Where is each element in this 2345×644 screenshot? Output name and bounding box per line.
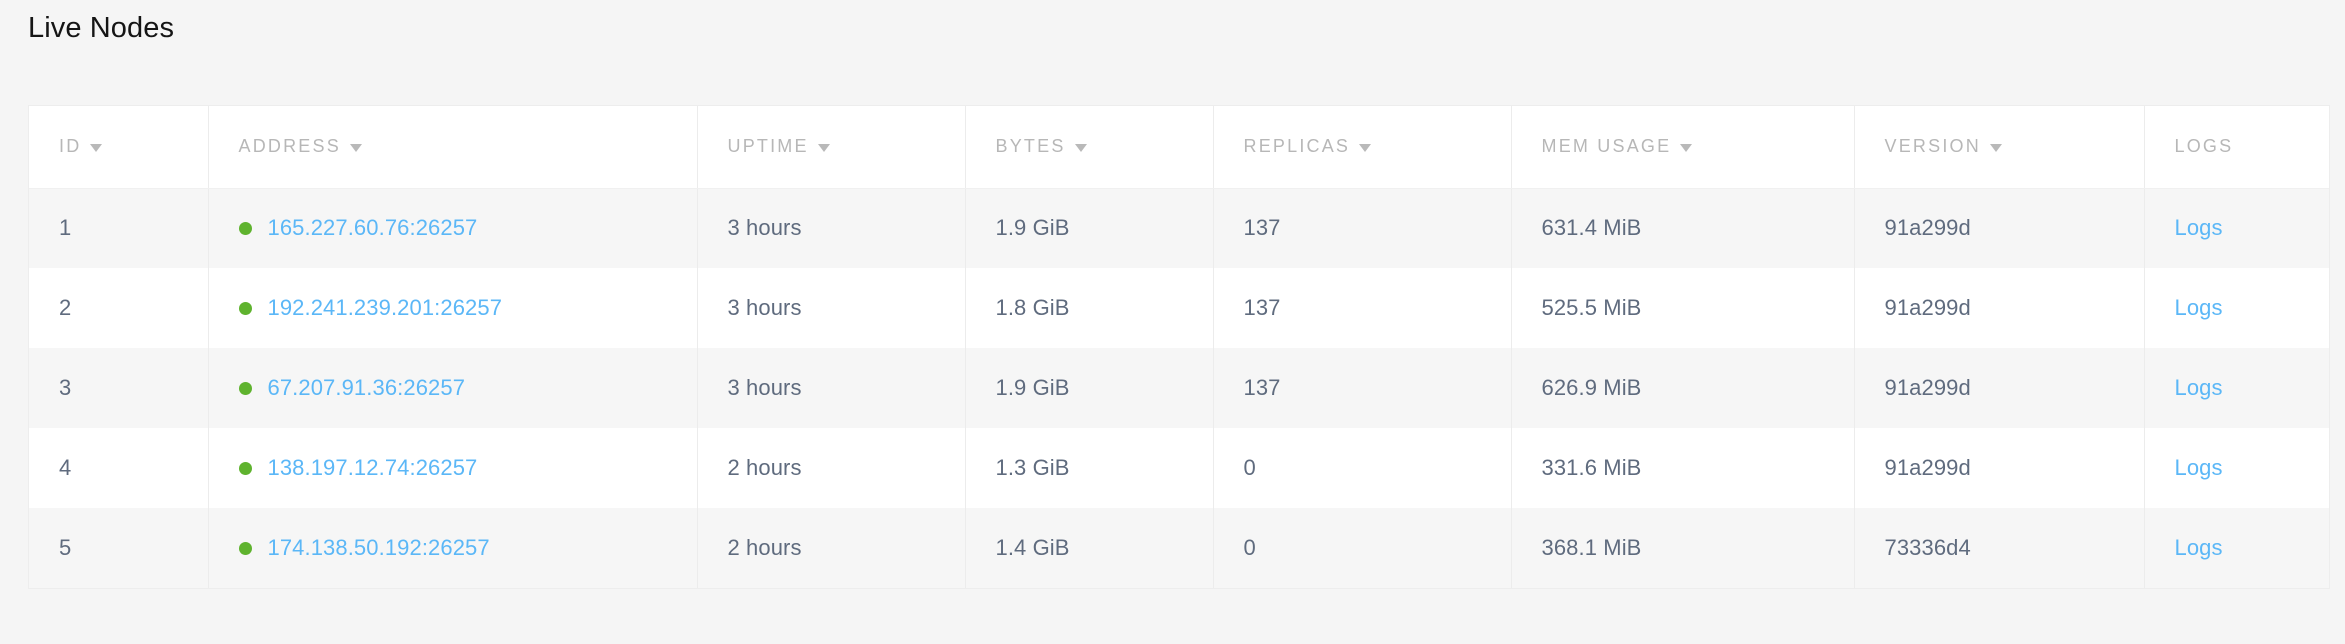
- live-nodes-table-container: ID ADDRESS UPTIME: [28, 105, 2330, 589]
- status-dot-icon: [238, 301, 252, 315]
- cell-version: 91a299d: [1854, 348, 2145, 428]
- logs-link[interactable]: Logs: [2174, 215, 2223, 241]
- column-header-logs: LOGS: [2144, 106, 2329, 189]
- cell-mem-usage: 626.9 MiB: [1511, 348, 1855, 428]
- cell-logs: Logs: [2144, 188, 2329, 268]
- cell-mem-usage: 525.5 MiB: [1511, 268, 1855, 348]
- column-header-label: UPTIME: [727, 136, 809, 157]
- cell-mem-usage: 631.4 MiB: [1511, 188, 1855, 268]
- node-address-link[interactable]: 192.241.239.201:26257: [267, 295, 503, 320]
- table-row[interactable]: 3 67.207.91.36:26257 3 hours 1.9 GiB 137…: [29, 348, 2329, 428]
- chevron-down-icon[interactable]: [90, 143, 103, 152]
- cell-replicas: 0: [1213, 508, 1512, 588]
- logs-link[interactable]: Logs: [2174, 295, 2223, 320]
- status-dot-icon: [238, 541, 252, 555]
- column-header-replicas[interactable]: REPLICAS: [1213, 106, 1512, 189]
- cell-version: 91a299d: [1854, 428, 2145, 508]
- cell-logs: Logs: [2144, 428, 2329, 508]
- cell-uptime: 3 hours: [697, 188, 966, 268]
- cell-address: 192.241.239.201:26257: [208, 268, 698, 348]
- node-address-link[interactable]: 67.207.91.36:26257: [267, 375, 466, 400]
- status-dot-icon: [238, 381, 252, 395]
- table-body: 1 165.227.60.76:26257 3 hours 1.9 GiB 13…: [29, 188, 2329, 588]
- cell-replicas: 137: [1213, 188, 1512, 268]
- table-row[interactable]: 4 138.197.12.74:26257 2 hours 1.3 GiB 0 …: [29, 428, 2329, 508]
- cell-id: 1: [29, 188, 209, 268]
- logs-link[interactable]: Logs: [2174, 535, 2223, 560]
- node-address-link[interactable]: 165.227.60.76:26257: [267, 215, 478, 241]
- column-header-label: BYTES: [995, 136, 1066, 157]
- cell-version: 73336d4: [1854, 508, 2145, 588]
- column-header-label: REPLICAS: [1243, 136, 1351, 157]
- table-header: ID ADDRESS UPTIME: [29, 106, 2329, 189]
- column-header-version[interactable]: VERSION: [1854, 106, 2145, 189]
- cell-replicas: 137: [1213, 348, 1512, 428]
- column-header-label: ID: [59, 136, 82, 157]
- cell-logs: Logs: [2144, 268, 2329, 348]
- column-header-bytes[interactable]: BYTES: [965, 106, 1214, 189]
- cell-logs: Logs: [2144, 508, 2329, 588]
- cell-id: 5: [29, 508, 209, 588]
- chevron-down-icon[interactable]: [1074, 143, 1087, 152]
- cell-logs: Logs: [2144, 348, 2329, 428]
- column-header-label: MEM USAGE: [1541, 136, 1672, 157]
- column-header-id[interactable]: ID: [29, 106, 209, 189]
- table-row[interactable]: 1 165.227.60.76:26257 3 hours 1.9 GiB 13…: [29, 188, 2329, 268]
- status-dot-icon: [238, 221, 252, 235]
- live-nodes-table: ID ADDRESS UPTIME: [29, 106, 2329, 588]
- column-header-address[interactable]: ADDRESS: [208, 106, 698, 189]
- cell-uptime: 2 hours: [697, 508, 966, 588]
- page-title: Live Nodes: [28, 12, 175, 44]
- cell-address: 165.227.60.76:26257: [208, 188, 698, 268]
- node-address-link[interactable]: 174.138.50.192:26257: [267, 535, 490, 560]
- logs-link[interactable]: Logs: [2174, 375, 2223, 400]
- cell-id: 2: [29, 268, 209, 348]
- column-header-label: LOGS: [2174, 136, 2234, 157]
- logs-link[interactable]: Logs: [2174, 455, 2223, 480]
- chevron-down-icon[interactable]: [1989, 143, 2002, 152]
- cell-mem-usage: 331.6 MiB: [1511, 428, 1855, 508]
- cell-replicas: 137: [1213, 268, 1512, 348]
- cell-uptime: 2 hours: [697, 428, 966, 508]
- column-header-label: VERSION: [1884, 136, 1981, 157]
- cell-bytes: 1.8 GiB: [965, 268, 1214, 348]
- cell-uptime: 3 hours: [697, 268, 966, 348]
- cell-version: 91a299d: [1854, 188, 2145, 268]
- cell-replicas: 0: [1213, 428, 1512, 508]
- cell-mem-usage: 368.1 MiB: [1511, 508, 1855, 588]
- table-row[interactable]: 5 174.138.50.192:26257 2 hours 1.4 GiB 0…: [29, 508, 2329, 588]
- table-row[interactable]: 2 192.241.239.201:26257 3 hours 1.8 GiB …: [29, 268, 2329, 348]
- cell-address: 174.138.50.192:26257: [208, 508, 698, 588]
- cell-address: 138.197.12.74:26257: [208, 428, 698, 508]
- cell-bytes: 1.4 GiB: [965, 508, 1214, 588]
- cell-bytes: 1.3 GiB: [965, 428, 1214, 508]
- node-address-link[interactable]: 138.197.12.74:26257: [267, 455, 478, 480]
- cell-id: 4: [29, 428, 209, 508]
- cell-address: 67.207.91.36:26257: [208, 348, 698, 428]
- cell-bytes: 1.9 GiB: [965, 188, 1214, 268]
- column-header-mem-usage[interactable]: MEM USAGE: [1511, 106, 1855, 189]
- chevron-down-icon[interactable]: [1359, 143, 1372, 152]
- column-header-label: ADDRESS: [238, 136, 341, 157]
- status-dot-icon: [238, 461, 252, 475]
- cell-id: 3: [29, 348, 209, 428]
- cell-uptime: 3 hours: [697, 348, 966, 428]
- cell-version: 91a299d: [1854, 268, 2145, 348]
- chevron-down-icon[interactable]: [1680, 143, 1693, 152]
- cell-bytes: 1.9 GiB: [965, 348, 1214, 428]
- table-header-row: ID ADDRESS UPTIME: [29, 106, 2329, 189]
- column-header-uptime[interactable]: UPTIME: [697, 106, 966, 189]
- chevron-down-icon[interactable]: [817, 143, 830, 152]
- chevron-down-icon[interactable]: [349, 143, 362, 152]
